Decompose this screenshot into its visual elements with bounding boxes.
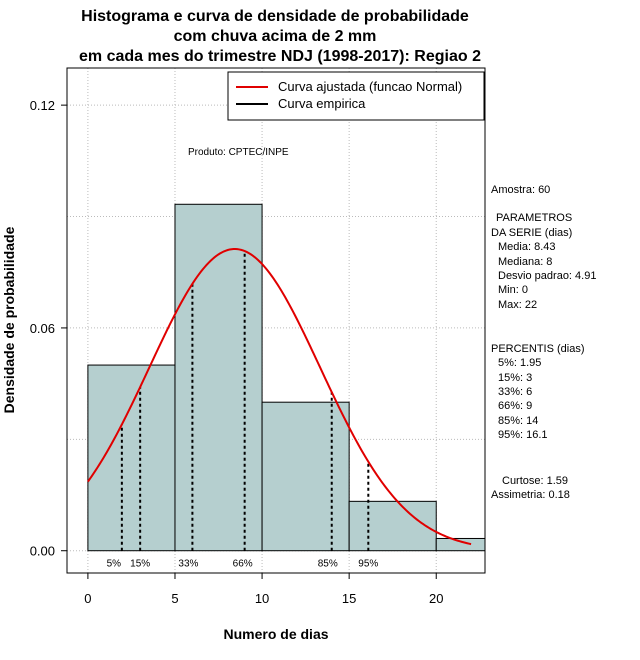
percentile-label-33pct: 33%	[178, 559, 198, 570]
x-tick-label: 20	[429, 591, 443, 606]
x-tick-label: 15	[342, 591, 356, 606]
stat-amostra: Amostra: 60	[491, 184, 550, 196]
y-tick-label: 0.00	[30, 544, 55, 559]
plot-frame	[66, 67, 486, 574]
x-axis-label: Numero de dias	[223, 626, 328, 642]
percentile-label-5pct: 5%	[107, 559, 122, 570]
stat-p66: 66%: 9	[498, 400, 532, 412]
percentile-label-85pct: 85%	[318, 559, 338, 570]
histogram-bar-3	[261, 401, 350, 552]
stat-percentis-title: PERCENTIS (dias)	[491, 343, 585, 355]
legend: Curva ajustada (funcao Normal) Curva emp…	[227, 71, 485, 121]
stat-max: Max: 22	[498, 299, 537, 311]
percentile-label-66pct: 66%	[233, 559, 253, 570]
y-tick-label: 0.12	[30, 98, 55, 113]
chart-title-line-1: Histograma e curva de densidade de proba…	[81, 8, 469, 25]
stat-min: Min: 0	[498, 284, 528, 296]
histogram-bar-1	[87, 364, 176, 552]
histogram-bar-4	[348, 500, 437, 552]
chart-title-line-3: em cada mes do trimestre NDJ (1998-2017)…	[79, 48, 481, 65]
normal-curve	[87, 248, 472, 546]
x-tick-label: 5	[171, 591, 178, 606]
stat-curtose: Curtose: 1.59	[502, 475, 568, 487]
stat-p15: 15%: 3	[498, 372, 532, 384]
stat-p5: 5%: 1.95	[498, 357, 541, 369]
percentile-lines: 5% 15% 33% 66% 85% 95%	[107, 251, 378, 570]
stat-params-title-2: DA SERIE (dias)	[491, 227, 572, 239]
legend-label-empirical: Curva empirica	[278, 96, 366, 111]
stat-mediana: Mediana: 8	[498, 256, 552, 268]
stats-panel: Amostra: 60 PARAMETROS DA SERIE (dias) M…	[491, 184, 596, 501]
axis-ticks: 0 5 10 15 20 0.00 0.06 0.12	[30, 98, 444, 606]
stat-media: Media: 8.43	[498, 241, 555, 253]
legend-label-fitted: Curva ajustada (funcao Normal)	[278, 79, 462, 94]
histogram-bar-5	[435, 537, 486, 552]
stat-p85: 85%: 14	[498, 415, 538, 427]
chart-title-line-2: com chuva acima de 2 mm	[174, 28, 377, 45]
x-tick-label: 0	[84, 591, 91, 606]
y-axis-label: Densidade de probabilidade	[1, 226, 17, 413]
product-annotation: Produto: CPTEC/INPE	[188, 147, 289, 158]
histogram-bar-2	[174, 203, 263, 552]
stat-desvio: Desvio padrao: 4.91	[498, 270, 596, 282]
stat-p33: 33%: 6	[498, 386, 532, 398]
stat-params-title-1: PARAMETROS	[496, 212, 572, 224]
legend-box	[227, 71, 485, 121]
y-tick-label: 0.06	[30, 321, 55, 336]
histogram-bars	[87, 203, 486, 552]
x-tick-label: 10	[255, 591, 269, 606]
normal-curve-layer	[87, 248, 472, 546]
stat-assimetria: Assimetria: 0.18	[491, 489, 570, 501]
percentile-label-95pct: 95%	[358, 559, 378, 570]
percentile-label-15pct: 15%	[130, 559, 150, 570]
stat-p95: 95%: 16.1	[498, 429, 548, 441]
